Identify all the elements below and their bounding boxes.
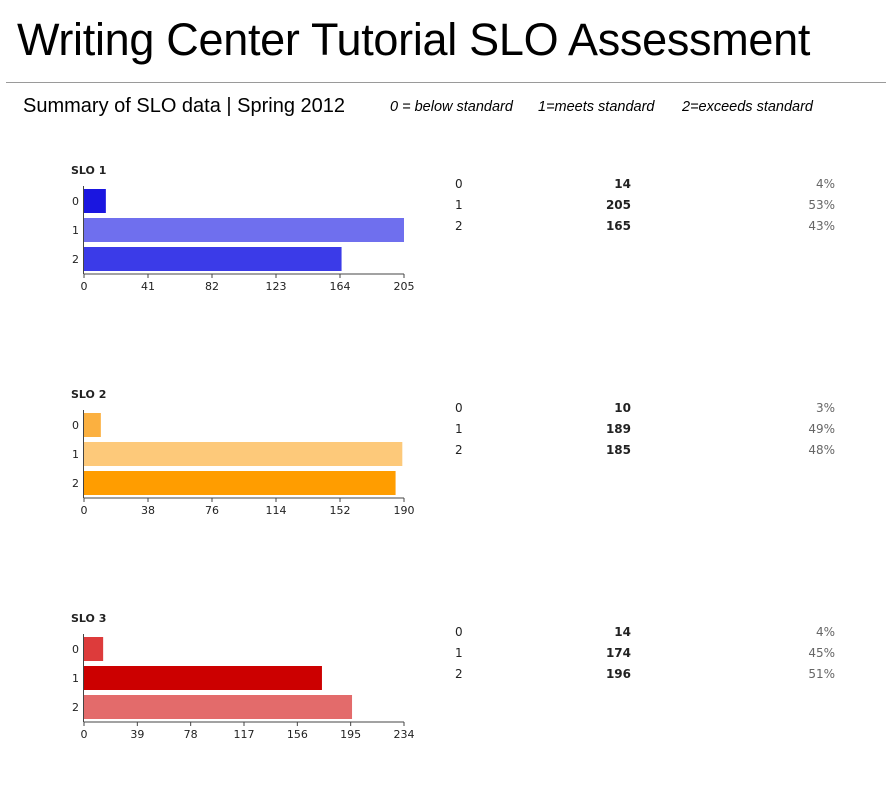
table-count-cell: 196 (605, 667, 631, 681)
slo3-bar-0 (84, 637, 104, 661)
table-percent-cell: 53% (808, 198, 835, 212)
table-percent-cell: 48% (808, 443, 835, 457)
table-percent-cell: 4% (815, 625, 835, 639)
table-count-cell: 205 (605, 198, 631, 212)
slo3-chart-title: SLO 3 (71, 612, 106, 625)
legend-below-standard: 0 = below standard (390, 99, 513, 115)
table-row: 0 14 4% (455, 177, 835, 198)
slo2-bar-1 (84, 442, 403, 466)
table-count-cell: 14 (614, 625, 631, 639)
table-row: 1 205 53% (455, 198, 835, 219)
table-count-cell: 14 (614, 177, 631, 191)
slo3-category-label-1: 1 (72, 672, 79, 685)
slo1-x-tick-label: 82 (205, 280, 219, 293)
table-count-cell: 185 (605, 443, 631, 457)
slo1-category-label-2: 2 (72, 253, 79, 266)
slo2-bar-2 (84, 471, 396, 495)
slo2-x-tick-label: 76 (205, 504, 219, 517)
legend-meets-standard: 1=meets standard (538, 99, 655, 115)
table-label-cell: 0 (455, 401, 463, 415)
slo3-x-tick-label: 0 (81, 728, 88, 741)
slo3-x-tick-label: 117 (234, 728, 255, 741)
slo1-x-tick-label: 0 (81, 280, 88, 293)
table-percent-cell: 51% (808, 667, 835, 681)
slo2-x-tick-label: 0 (81, 504, 88, 517)
page-title: Writing Center Tutorial SLO Assessment (17, 14, 811, 65)
slo2-x-tick-label: 114 (266, 504, 287, 517)
table-label-cell: 0 (455, 177, 463, 191)
slo3-category-label-2: 2 (72, 701, 79, 714)
table-label-cell: 2 (455, 219, 463, 233)
table-row: 0 10 3% (455, 401, 835, 422)
slo3-x-tick-label: 39 (130, 728, 144, 741)
legend-exceeds-standard: 2=exceeds standard (682, 99, 813, 115)
summary-subtitle: Summary of SLO data | Spring 2012 (23, 95, 346, 117)
table-label-cell: 0 (455, 625, 463, 639)
table-label-cell: 1 (455, 646, 463, 660)
table-row: 0 14 4% (455, 625, 835, 646)
slo1-bar-2 (84, 247, 342, 271)
table-label-cell: 2 (455, 443, 463, 457)
table-percent-cell: 45% (808, 646, 835, 660)
table-row: 2 196 51% (455, 667, 835, 688)
slo3-x-tick-label: 78 (184, 728, 198, 741)
slo2-chart-title: SLO 2 (71, 388, 106, 401)
table-count-cell: 189 (605, 422, 631, 436)
slo3-x-tick-label: 156 (287, 728, 308, 741)
title-divider (6, 82, 886, 83)
table-row: 1 189 49% (455, 422, 835, 443)
slo1-x-tick-label: 164 (330, 280, 351, 293)
table-percent-cell: 4% (815, 177, 835, 191)
slo1-category-label-0: 0 (72, 195, 79, 208)
slo1-bar-1 (84, 218, 404, 242)
slo1-category-label-1: 1 (72, 224, 79, 237)
slo2-x-tick-label: 152 (330, 504, 351, 517)
table-row: 2 185 48% (455, 443, 835, 464)
table-percent-cell: 43% (808, 219, 835, 233)
table-label-cell: 2 (455, 667, 463, 681)
slo2-category-label-0: 0 (72, 419, 79, 432)
slo2-category-label-2: 2 (72, 477, 79, 490)
slo2-category-label-1: 1 (72, 448, 79, 461)
slo3-x-tick-label: 234 (394, 728, 415, 741)
slo2-bar-0 (84, 413, 101, 437)
slo1-x-tick-label: 41 (141, 280, 155, 293)
slo2-x-tick-label: 190 (394, 504, 415, 517)
table-row: 1 174 45% (455, 646, 835, 667)
slo3-x-tick-label: 195 (340, 728, 361, 741)
table-percent-cell: 3% (815, 401, 835, 415)
slo1-bar-0 (84, 189, 106, 213)
slo2-x-tick-label: 38 (141, 504, 155, 517)
slo1-chart-title: SLO 1 (71, 164, 106, 177)
slo3-bar-1 (84, 666, 322, 690)
table-label-cell: 1 (455, 198, 463, 212)
table-count-cell: 10 (614, 401, 631, 415)
slo3-bar-2 (84, 695, 353, 719)
table-percent-cell: 49% (808, 422, 835, 436)
table-count-cell: 174 (605, 646, 631, 660)
slo3-category-label-0: 0 (72, 643, 79, 656)
table-row: 2 165 43% (455, 219, 835, 240)
slo1-x-tick-label: 123 (266, 280, 287, 293)
slo1-x-tick-label: 205 (394, 280, 415, 293)
table-label-cell: 1 (455, 422, 463, 436)
table-count-cell: 165 (605, 219, 631, 233)
